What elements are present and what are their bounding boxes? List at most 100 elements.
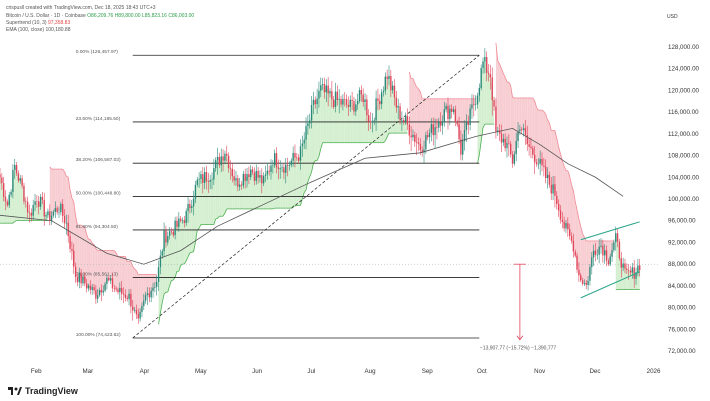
candle[interactable]: [338, 99, 340, 100]
candle[interactable]: [474, 104, 477, 105]
symbol-header[interactable]: Bitcoin / U.S. Dollar · 1D · Coinbase O8…: [6, 13, 194, 19]
candle[interactable]: [397, 106, 399, 108]
candle[interactable]: [377, 98, 379, 101]
channel-lower-line[interactable]: [580, 271, 640, 299]
candle[interactable]: [207, 181, 210, 182]
candle[interactable]: [438, 122, 440, 128]
candle[interactable]: [423, 149, 425, 153]
candle[interactable]: [261, 175, 263, 184]
candle[interactable]: [633, 267, 635, 279]
candle[interactable]: [320, 85, 322, 91]
candle[interactable]: [154, 286, 156, 288]
candle[interactable]: [480, 68, 482, 89]
candle[interactable]: [143, 300, 145, 307]
candle[interactable]: [78, 272, 80, 283]
candle[interactable]: [331, 91, 333, 100]
candle[interactable]: [554, 184, 556, 196]
candle[interactable]: [403, 120, 405, 122]
candle[interactable]: [122, 293, 125, 295]
candle[interactable]: [240, 184, 243, 186]
candle[interactable]: [626, 268, 628, 270]
candle[interactable]: [74, 266, 77, 278]
candle[interactable]: [493, 100, 495, 107]
candle[interactable]: [209, 179, 211, 182]
candle[interactable]: [530, 146, 532, 149]
candle[interactable]: [458, 124, 460, 140]
candle[interactable]: [36, 201, 38, 202]
candle[interactable]: [561, 219, 563, 222]
candle[interactable]: [202, 174, 204, 183]
candle[interactable]: [484, 57, 486, 62]
candle[interactable]: [91, 287, 93, 290]
candle[interactable]: [476, 95, 479, 105]
candle[interactable]: [364, 99, 366, 103]
candle[interactable]: [98, 290, 101, 296]
candle[interactable]: [450, 108, 453, 112]
candle[interactable]: [76, 277, 79, 283]
candle[interactable]: [574, 251, 576, 256]
candle[interactable]: [428, 132, 431, 138]
candle[interactable]: [32, 204, 34, 216]
candle[interactable]: [216, 156, 219, 161]
candle[interactable]: [355, 104, 357, 112]
candle[interactable]: [600, 245, 602, 247]
candle[interactable]: [519, 129, 521, 132]
candle[interactable]: [587, 280, 589, 286]
candle[interactable]: [620, 258, 622, 268]
candle[interactable]: [563, 221, 565, 229]
candle[interactable]: [178, 218, 180, 227]
candle[interactable]: [292, 152, 294, 161]
candle[interactable]: [12, 169, 14, 192]
candle[interactable]: [198, 178, 200, 180]
candle[interactable]: [607, 260, 610, 265]
candle[interactable]: [467, 122, 469, 125]
candle[interactable]: [310, 105, 313, 121]
candle[interactable]: [327, 85, 329, 94]
candle[interactable]: [63, 216, 66, 224]
candle[interactable]: [49, 211, 51, 221]
candle[interactable]: [222, 156, 224, 161]
candle[interactable]: [552, 184, 554, 194]
candle[interactable]: [124, 294, 127, 298]
candle[interactable]: [321, 84, 324, 86]
candle[interactable]: [522, 128, 525, 131]
candle[interactable]: [111, 278, 114, 289]
candle[interactable]: [242, 173, 245, 186]
candle[interactable]: [452, 109, 455, 112]
candle[interactable]: [150, 290, 152, 298]
candle[interactable]: [506, 143, 508, 149]
candle[interactable]: [390, 75, 392, 91]
candle[interactable]: [47, 211, 49, 216]
candle[interactable]: [417, 142, 420, 145]
candle[interactable]: [502, 138, 504, 143]
candle[interactable]: [637, 265, 639, 273]
candle[interactable]: [133, 309, 136, 311]
candle[interactable]: [80, 272, 82, 284]
candle[interactable]: [511, 154, 514, 164]
candle[interactable]: [556, 195, 558, 204]
candle[interactable]: [187, 203, 189, 211]
candle[interactable]: [246, 174, 248, 181]
candle[interactable]: [432, 124, 434, 136]
candle[interactable]: [309, 120, 311, 124]
candle[interactable]: [253, 172, 256, 181]
candle[interactable]: [368, 115, 370, 122]
candle[interactable]: [430, 124, 433, 133]
candle[interactable]: [148, 293, 151, 298]
candle[interactable]: [487, 72, 490, 75]
candle[interactable]: [259, 175, 261, 178]
candle[interactable]: [213, 168, 215, 180]
candle[interactable]: [100, 290, 103, 293]
candle[interactable]: [0, 174, 1, 178]
candle[interactable]: [509, 143, 512, 155]
candle[interactable]: [185, 210, 187, 223]
candle[interactable]: [67, 222, 69, 237]
candle[interactable]: [544, 166, 547, 179]
candle[interactable]: [30, 212, 33, 216]
candle[interactable]: [336, 91, 339, 100]
candle[interactable]: [572, 240, 575, 252]
candle[interactable]: [168, 231, 171, 236]
candle[interactable]: [622, 263, 624, 268]
candle[interactable]: [495, 106, 497, 132]
candle[interactable]: [528, 144, 530, 147]
